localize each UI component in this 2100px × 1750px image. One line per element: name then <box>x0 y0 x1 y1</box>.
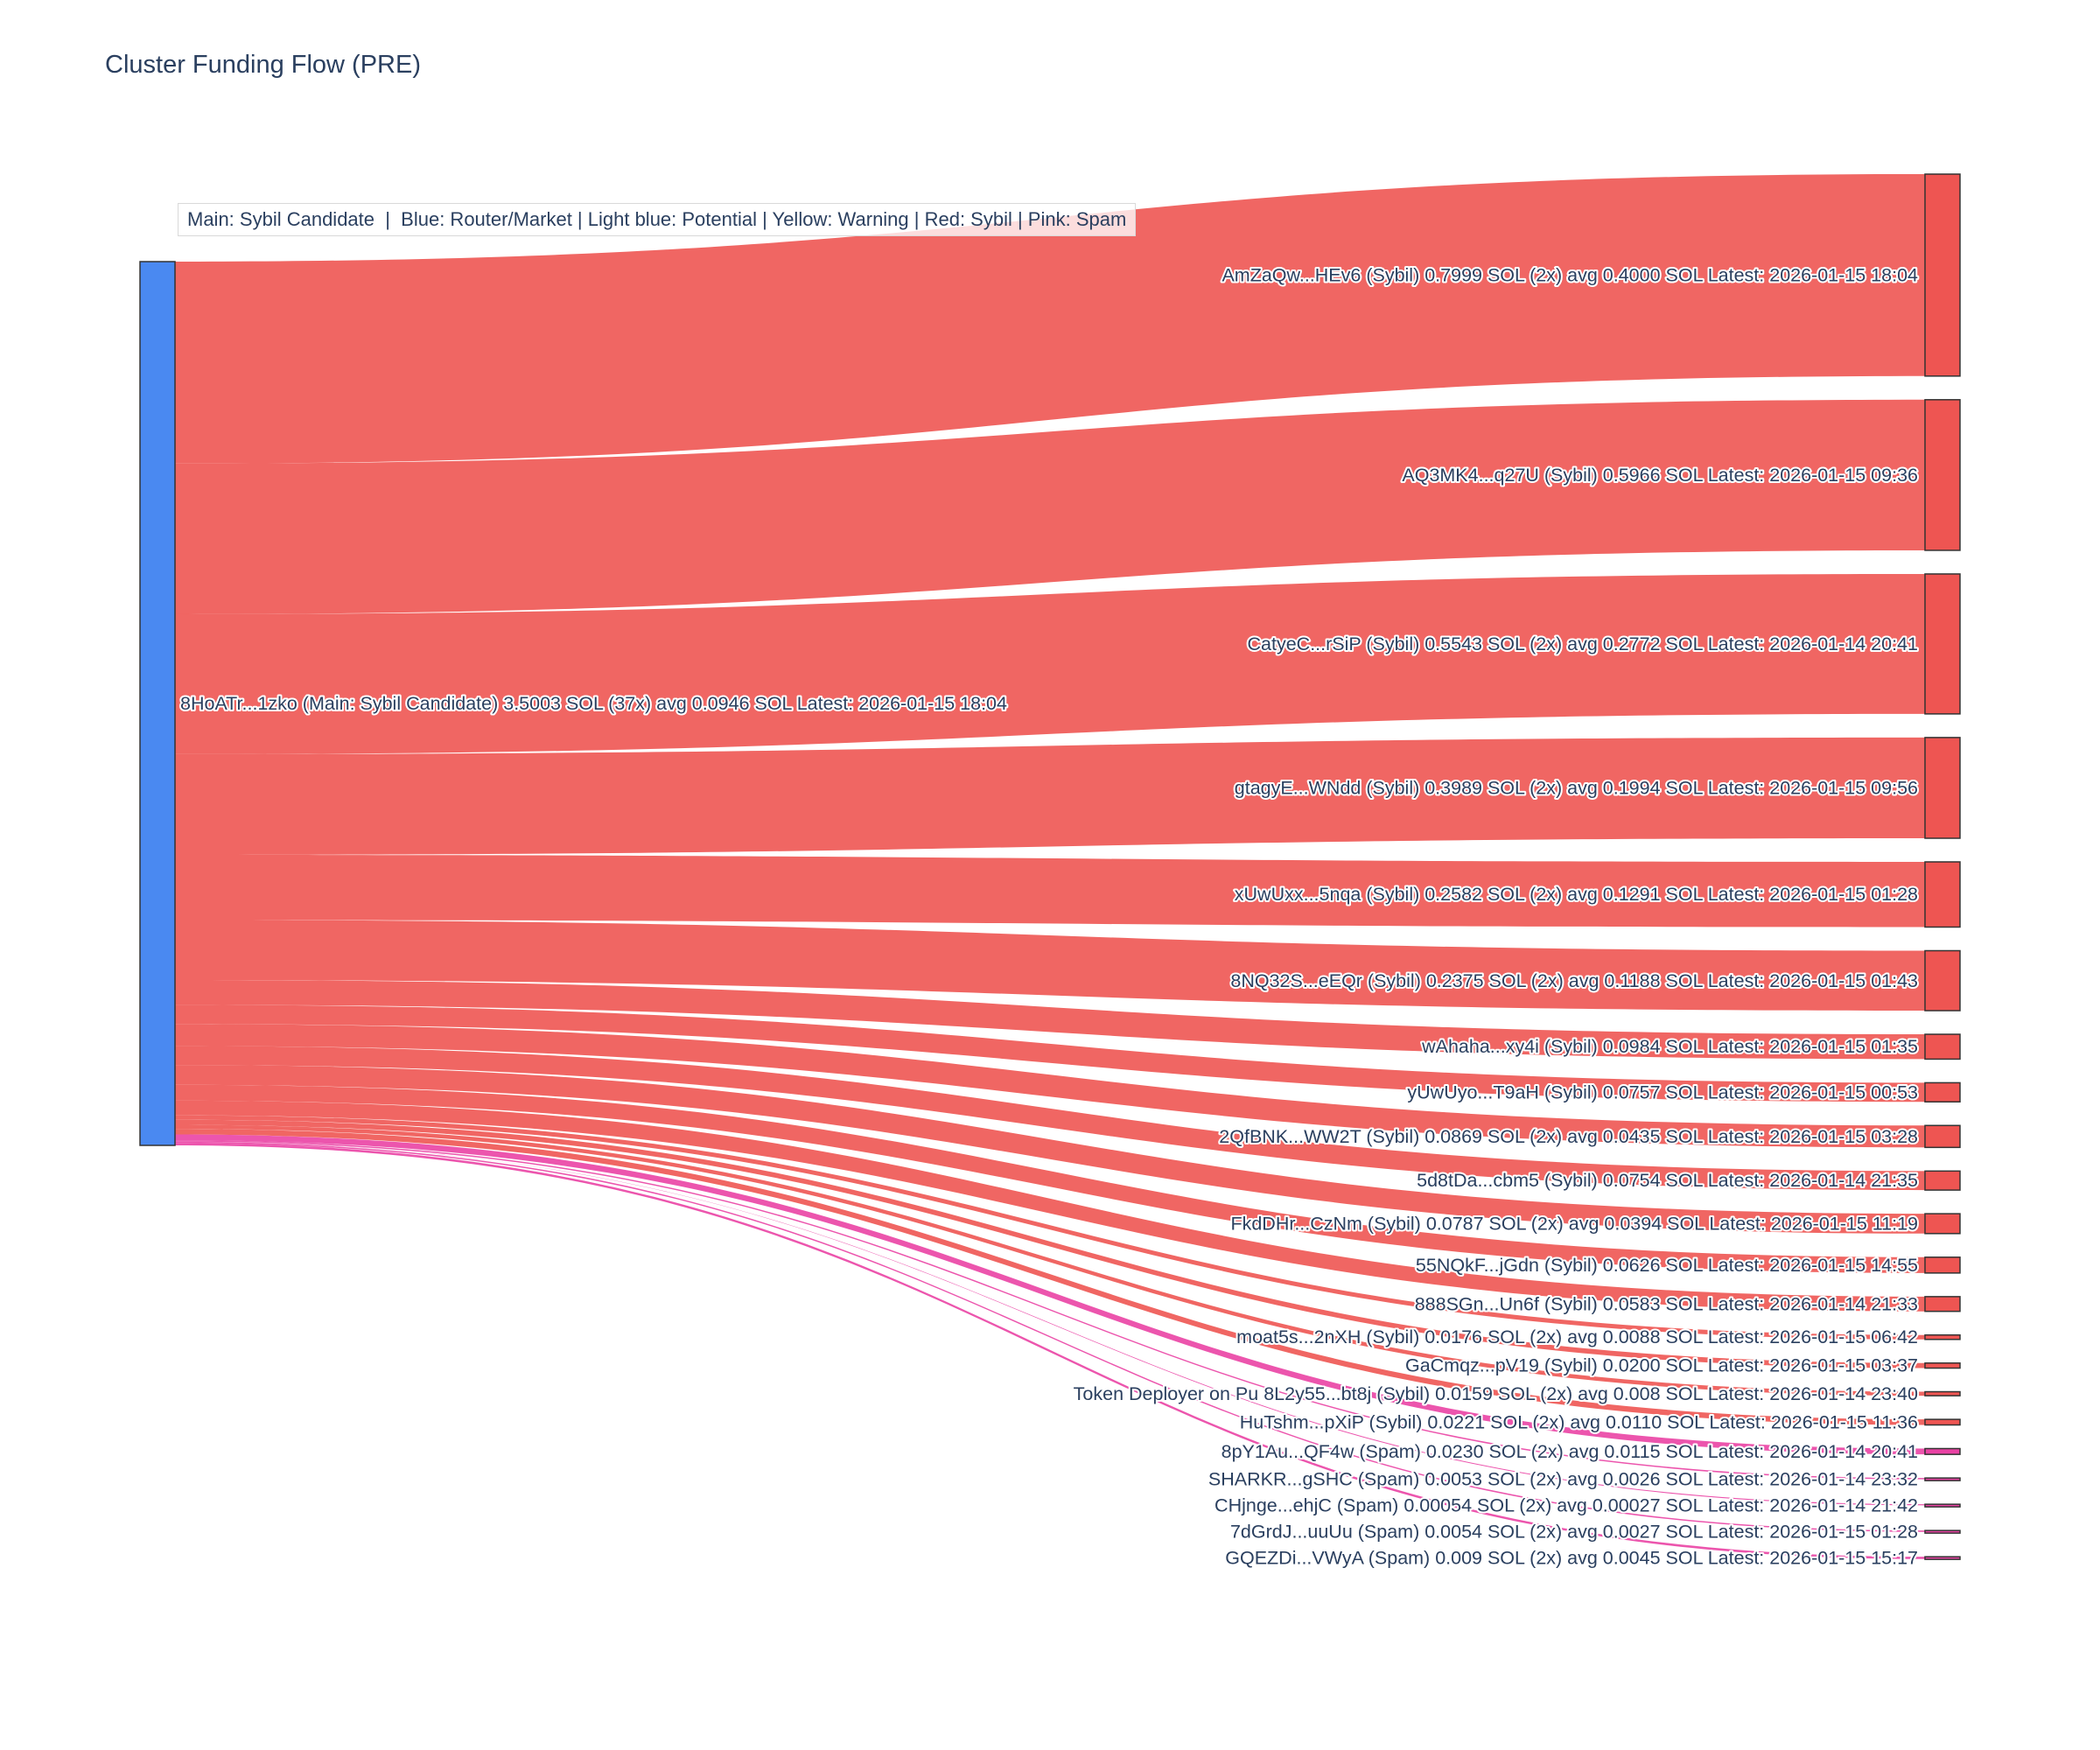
sankey-flow[interactable] <box>175 1143 1925 1559</box>
target-node-label: 8pY1Au...QF4w (Spam) 0.0230 SOL (2x) avg… <box>1222 1441 1918 1462</box>
target-node-label: 7dGrdJ...uuUu (Spam) 0.0054 SOL (2x) avg… <box>1230 1522 1918 1543</box>
sankey-flow[interactable] <box>175 174 1925 464</box>
target-node[interactable] <box>1924 1334 1961 1340</box>
sankey-flow[interactable] <box>175 1141 1925 1532</box>
sankey-flow[interactable] <box>175 1134 1925 1455</box>
color-legend: Main: Sybil Candidate | Blue: Router/Mar… <box>178 203 1137 236</box>
target-node[interactable] <box>1924 1530 1961 1534</box>
target-node[interactable] <box>1924 949 1961 1012</box>
target-node[interactable] <box>1924 399 1961 551</box>
target-node[interactable] <box>1924 861 1961 928</box>
sankey-flow[interactable] <box>175 920 1925 1012</box>
target-node-label: GQEZDi...VWyA (Spam) 0.009 SOL (2x) avg … <box>1225 1548 1918 1569</box>
sankey-flow[interactable] <box>175 573 1925 754</box>
sankey-flow[interactable] <box>175 1004 1925 1102</box>
sankey-flow[interactable] <box>175 1100 1925 1312</box>
target-node[interactable] <box>1924 1124 1961 1149</box>
target-node-label: xUwUxx...5nqa (Sybil) 0.2582 SOL (2x) av… <box>1235 884 1918 905</box>
target-node-label: gtagyE...WNdd (Sybil) 0.3989 SOL (2x) av… <box>1235 777 1918 798</box>
target-node[interactable] <box>1924 1447 1961 1455</box>
sankey-flow[interactable] <box>175 1140 1925 1480</box>
sankey-flow[interactable] <box>175 980 1925 1060</box>
target-node-label: yUwUyo...T9aH (Sybil) 0.0757 SOL Latest:… <box>1407 1082 1918 1102</box>
target-node-label: 8NQ32S...eEQr (Sybil) 0.2375 SOL (2x) av… <box>1230 970 1918 991</box>
sankey-flow[interactable] <box>175 1119 1925 1368</box>
target-node-label: GaCmqz...pV19 (Sybil) 0.0200 SOL Latest:… <box>1405 1355 1918 1376</box>
target-node[interactable] <box>1924 1213 1961 1235</box>
target-node[interactable] <box>1924 1256 1961 1274</box>
target-node-label: 5d8tDa...cbm5 (Sybil) 0.0754 SOL Latest:… <box>1417 1170 1918 1191</box>
target-node-label: AQ3MK4...q27U (Sybil) 0.5966 SOL Latest:… <box>1402 465 1918 486</box>
target-node-label: wAhaha...xy4i (Sybil) 0.0984 SOL Latest:… <box>1421 1036 1918 1057</box>
target-node[interactable] <box>1924 1082 1961 1103</box>
target-node[interactable] <box>1924 1390 1961 1396</box>
target-node[interactable] <box>1924 1477 1961 1481</box>
sankey-flow[interactable] <box>175 1084 1925 1273</box>
target-node[interactable] <box>1924 573 1961 715</box>
target-node[interactable] <box>1924 1170 1961 1191</box>
target-node[interactable] <box>1924 737 1961 839</box>
target-node-label: 2QfBNK...WW2T (Sybil) 0.0869 SOL (2x) av… <box>1219 1126 1918 1147</box>
target-node[interactable] <box>1924 1503 1961 1508</box>
sankey-flow[interactable] <box>175 1124 1925 1396</box>
source-node[interactable] <box>139 261 176 1146</box>
sankey-flow[interactable] <box>175 854 1925 928</box>
sankey-flow[interactable] <box>175 1046 1925 1191</box>
target-node[interactable] <box>1924 1418 1961 1426</box>
target-node-label: CatyeC...rSiP (Sybil) 0.5543 SOL (2x) av… <box>1248 634 1918 654</box>
target-node-label: 55NQkF...jGdn (Sybil) 0.0626 SOL Latest:… <box>1416 1255 1918 1276</box>
target-node-label: CHjnge...ehjC (Spam) 0.00054 SOL (2x) av… <box>1214 1495 1918 1516</box>
target-node-label: Token Deployer on Pu 8L2y55...bt8j (Sybi… <box>1074 1383 1918 1404</box>
sankey-flow[interactable] <box>175 399 1925 614</box>
sankey-flow[interactable] <box>175 737 1925 855</box>
target-node[interactable] <box>1924 1296 1961 1312</box>
target-node-label: moat5s...2nXH (Sybil) 0.0176 SOL (2x) av… <box>1236 1326 1918 1348</box>
source-node-label: 8HoATr...1zko (Main: Sybil Candidate) 3.… <box>180 693 1007 714</box>
sankey-flow[interactable] <box>175 1065 1925 1234</box>
target-node[interactable] <box>1924 173 1961 377</box>
sankey-flow[interactable] <box>175 1129 1925 1425</box>
page-title: Cluster Funding Flow (PRE) <box>105 51 421 79</box>
sankey-flow[interactable] <box>175 1115 1925 1340</box>
sankey-flow[interactable] <box>175 1024 1925 1148</box>
target-node[interactable] <box>1924 1033 1961 1060</box>
target-node-label: SHARKR...gSHC (Spam) 0.0053 SOL (2x) avg… <box>1208 1469 1918 1490</box>
target-node[interactable] <box>1924 1556 1961 1560</box>
target-node-label: 888SGn...Un6f (Sybil) 0.0583 SOL Latest:… <box>1415 1293 1918 1314</box>
sankey-flow[interactable] <box>175 1141 1925 1506</box>
target-node-label: FkdDHr...CzNm (Sybil) 0.0787 SOL (2x) av… <box>1230 1213 1918 1234</box>
target-node-label: HuTshm...pXiP (Sybil) 0.0221 SOL (2x) av… <box>1240 1411 1918 1432</box>
target-node[interactable] <box>1924 1362 1961 1369</box>
target-node-label: AmZaQw...HEv6 (Sybil) 0.7999 SOL (2x) av… <box>1222 264 1918 285</box>
